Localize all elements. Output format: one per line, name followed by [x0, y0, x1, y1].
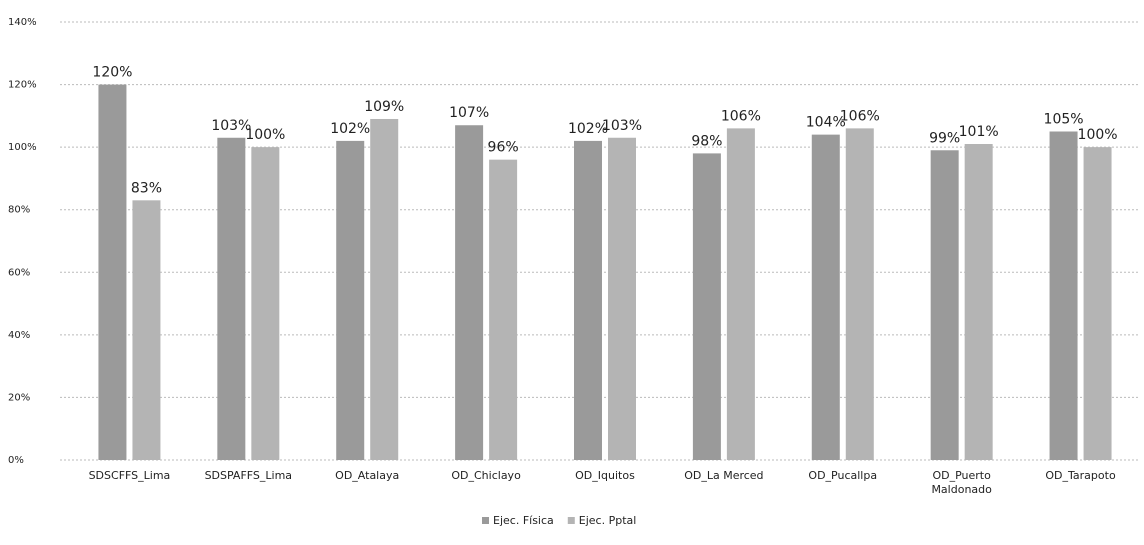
- y-tick-label: 40%: [8, 330, 30, 341]
- y-tick-label: 140%: [8, 17, 37, 28]
- bar: [251, 147, 280, 460]
- legend-label: Ejec. Pptal: [579, 514, 637, 527]
- value-label: 101%: [959, 124, 999, 140]
- value-label: 107%: [449, 105, 489, 121]
- value-label: 103%: [602, 118, 642, 134]
- bar: [217, 137, 246, 460]
- bar: [574, 140, 602, 460]
- value-label: 109%: [364, 99, 404, 115]
- y-tick-label: 100%: [8, 142, 37, 153]
- legend-swatch: [482, 517, 489, 524]
- bar: [98, 84, 127, 461]
- bar: [930, 150, 959, 460]
- y-tick-label: 120%: [8, 80, 37, 91]
- bar: [964, 144, 993, 460]
- value-label: 102%: [568, 121, 608, 137]
- bar: [489, 159, 518, 460]
- x-tick-label: OD_Pucallpa: [808, 469, 878, 482]
- bar: [370, 118, 399, 460]
- x-tick-label: OD_Atalaya: [335, 469, 400, 482]
- value-label: 100%: [1078, 127, 1118, 143]
- x-tick-label: OD_Iquitos: [575, 469, 635, 482]
- value-label: 99%: [929, 130, 960, 146]
- bar: [608, 137, 636, 460]
- legend-swatch: [567, 517, 575, 524]
- x-tick-label: OD_Chiclayo: [451, 469, 521, 482]
- bar: [811, 134, 840, 460]
- y-tick-label: 60%: [8, 267, 30, 278]
- x-tick-label: SDSPAFFS_Lima: [204, 469, 293, 482]
- value-label: 96%: [488, 140, 519, 156]
- bar: [336, 140, 365, 460]
- x-tick-label: OD_Puerto Maldonado: [931, 469, 992, 496]
- value-label: 105%: [1044, 112, 1084, 128]
- bar: [726, 128, 755, 460]
- bar: [692, 153, 721, 460]
- x-tick-label: OD_La Merced: [684, 469, 764, 482]
- value-label: 106%: [721, 108, 761, 124]
- value-label: 102%: [330, 121, 370, 137]
- x-tick-label: OD_Tarapoto: [1045, 469, 1116, 482]
- value-label: 120%: [92, 65, 132, 81]
- value-label: 103%: [211, 118, 251, 134]
- value-label: 98%: [691, 133, 722, 149]
- value-label: 106%: [840, 108, 880, 124]
- y-tick-label: 80%: [8, 205, 30, 216]
- value-label: 104%: [806, 115, 846, 131]
- bar: [455, 125, 484, 460]
- legend-label: Ejec. Física: [493, 514, 554, 527]
- bar: [845, 128, 874, 460]
- bar: [1083, 147, 1112, 460]
- bar: [132, 200, 161, 461]
- value-label: 100%: [245, 127, 285, 143]
- x-tick-label: SDSCFFS_Lima: [88, 469, 171, 482]
- y-tick-label: 20%: [8, 392, 30, 403]
- y-tick-label: 0%: [8, 455, 24, 466]
- bar: [1049, 131, 1078, 460]
- value-label: 83%: [131, 180, 162, 196]
